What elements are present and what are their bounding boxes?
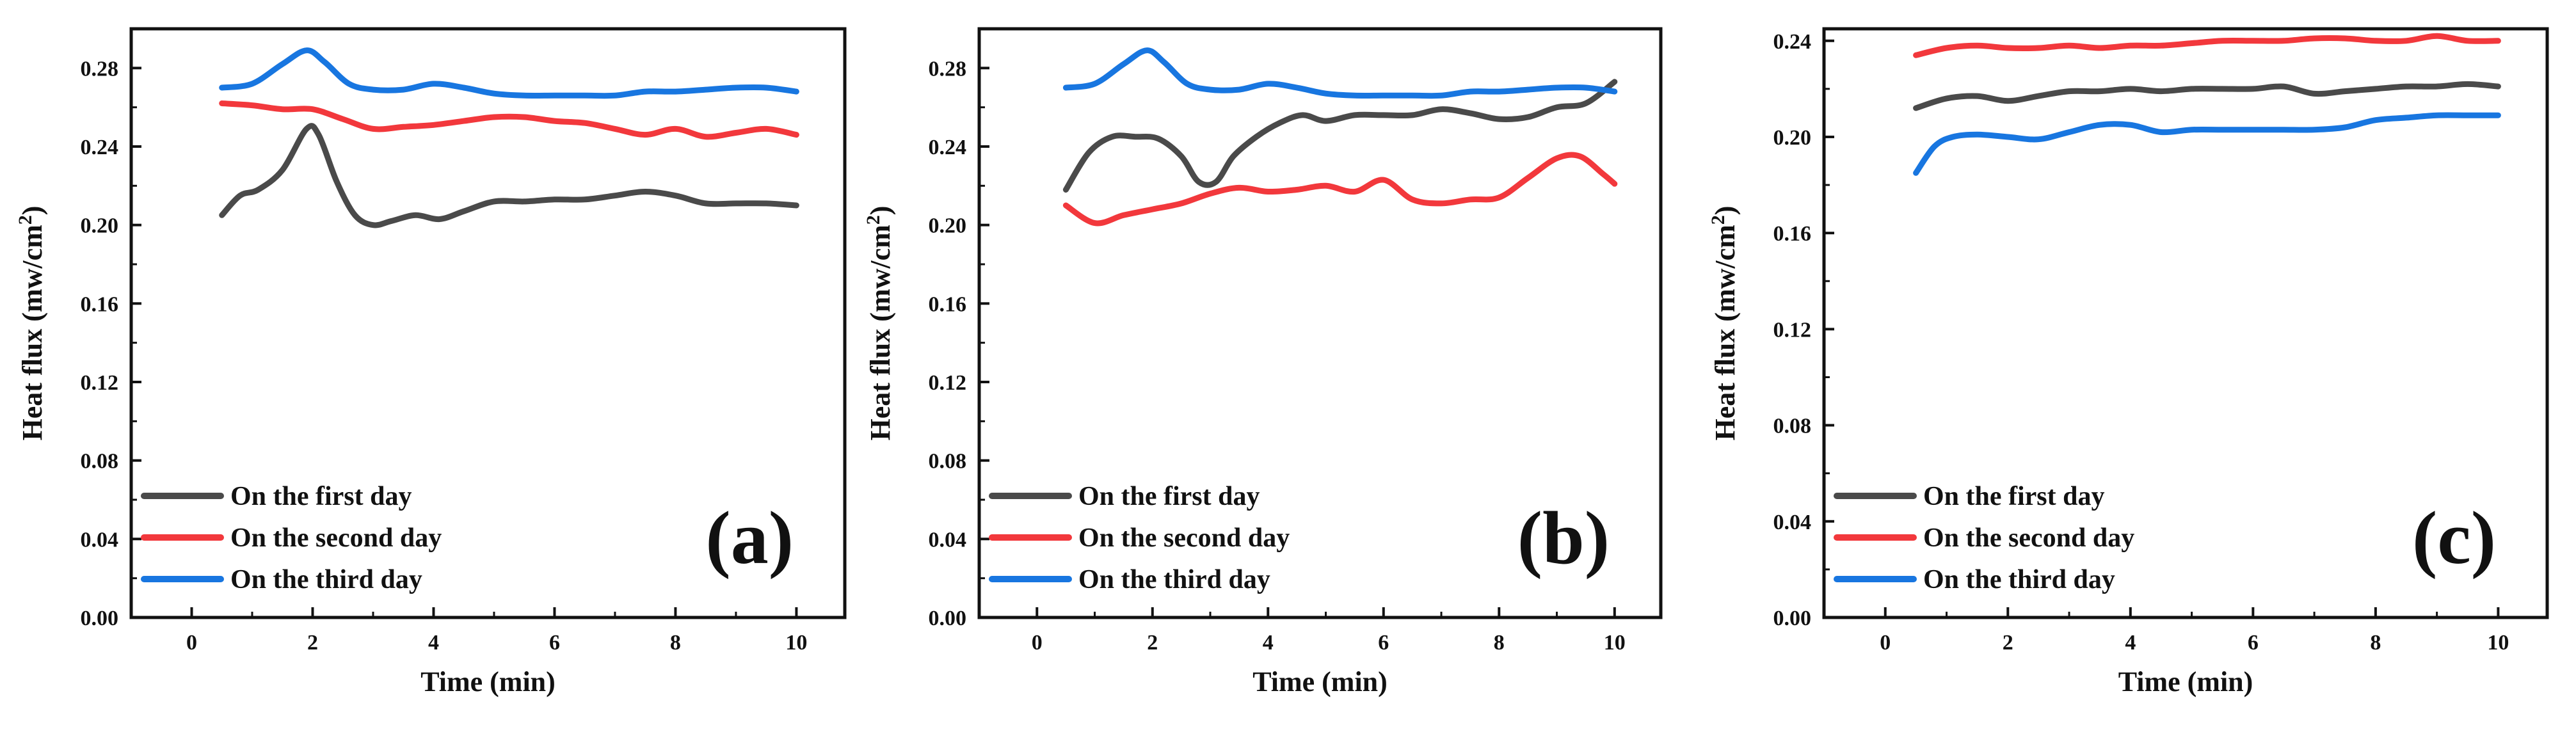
y-tick-label: 0.00	[81, 607, 119, 630]
y-axis-title-sup: 2	[863, 215, 884, 225]
panel-label: (c)	[2412, 496, 2496, 580]
x-tick-label: 10	[785, 631, 807, 655]
y-tick-label: 0.20	[929, 214, 967, 238]
y-tick-label: 0.28	[81, 57, 119, 81]
y-axis-title-main: Heat flux (mw/cm	[1709, 225, 1741, 440]
x-axis-title: Time (min)	[2118, 666, 2253, 697]
y-tick-label: 0.00	[929, 607, 967, 630]
x-tick-label: 0	[1880, 631, 1891, 655]
plot-frame	[129, 27, 847, 619]
legend-label: On the first day	[1078, 482, 1260, 511]
x-tick-label: 10	[1604, 631, 1626, 655]
x-tick-label: 0	[1032, 631, 1043, 655]
y-tick-label: 0.12	[81, 371, 119, 395]
x-tick-label: 6	[2248, 631, 2259, 655]
x-tick-label: 0	[186, 631, 197, 655]
legend-label: On the second day	[230, 523, 442, 553]
legend: On the first day On the second day On the …	[989, 482, 1290, 594]
y-tick-label: 0.16	[1773, 222, 1812, 246]
plot-frame	[977, 27, 1663, 619]
x-tick-label: 8	[2370, 631, 2381, 655]
series-line-3	[1913, 112, 2501, 176]
legend-label: On the first day	[1923, 482, 2105, 511]
chart-panel-a: 0 2 4 6 8 10 0.00 0.04 0.08 0.12 0.16 0.20 0.24 0.28 T…	[15, 27, 847, 697]
y-tick-label: 0.04	[1773, 511, 1812, 534]
series-line-1	[219, 123, 799, 228]
panel-label: (b)	[1517, 496, 1610, 580]
series-line-1	[1062, 79, 1618, 193]
y-tick-label: 0.00	[1773, 607, 1812, 630]
y-tick-label: 0.16	[929, 292, 967, 316]
y-axis-title: Heat flux (mw/cm2)	[863, 206, 896, 441]
x-tick-label: 6	[549, 631, 560, 655]
y-tick-label: 0.12	[929, 371, 967, 395]
y-tick-label: 0.16	[81, 292, 119, 316]
x-tick-label: 4	[428, 631, 439, 655]
y-tick-label: 0.08	[1773, 415, 1812, 438]
x-tick-label: 4	[1263, 631, 1274, 655]
x-tick-label: 8	[670, 631, 681, 655]
series-line-3	[1062, 47, 1618, 99]
plot-frame	[1822, 27, 2549, 619]
y-axis-title-main: Heat flux (mw/cm	[865, 225, 896, 440]
x-tick-label: 8	[1494, 631, 1505, 655]
chart-panel-c: 0 2 4 6 8 10 0.00 0.04 0.08 0.12 0.16 0.20 0.24 Time …	[1708, 27, 2549, 697]
legend-label: On the first day	[230, 482, 412, 511]
legend: On the first day On the second day On the …	[1834, 482, 2134, 594]
y-axis-title-main: Heat flux (mw/cm	[17, 225, 48, 440]
y-axis-title-end: )	[17, 206, 48, 216]
series-group	[1062, 47, 1618, 227]
series-line-2	[1062, 152, 1618, 227]
legend-label: On the third day	[230, 565, 422, 594]
chart-panel-b: 0 2 4 6 8 10 0.00 0.04 0.08 0.12 0.16 0.20 0.24 0.28 T…	[863, 27, 1663, 697]
x-tick-label: 6	[1378, 631, 1389, 655]
legend-label: On the third day	[1923, 565, 2115, 594]
x-tick-label: 2	[307, 631, 318, 655]
y-tick-label: 0.08	[929, 450, 967, 473]
series-group	[219, 47, 799, 228]
y-axis-title-end: )	[1709, 206, 1741, 216]
legend: On the first day On the second day On the …	[141, 482, 442, 594]
x-tick-label: 2	[1147, 631, 1158, 655]
y-tick-label: 0.24	[1773, 30, 1812, 54]
series-line-2	[219, 100, 799, 140]
x-axis-title: Time (min)	[420, 666, 556, 697]
series-line-3	[219, 47, 799, 99]
x-tick-label: 10	[2487, 631, 2509, 655]
y-axis-title-sup: 2	[1708, 215, 1729, 225]
y-tick-label: 0.24	[929, 136, 967, 159]
y-tick-label: 0.28	[929, 57, 967, 81]
y-axis-title: Heat flux (mw/cm2)	[1708, 206, 1741, 441]
legend-label: On the third day	[1078, 565, 1270, 594]
panel-label: (a)	[705, 496, 794, 580]
y-tick-label: 0.04	[81, 528, 119, 552]
legend-label: On the second day	[1078, 523, 1290, 553]
y-axis-title-end: )	[865, 206, 896, 216]
series-line-2	[1913, 33, 2501, 58]
y-tick-label: 0.12	[1773, 318, 1812, 342]
y-tick-label: 0.08	[81, 450, 119, 473]
series-line-1	[1913, 81, 2501, 111]
legend-label: On the second day	[1923, 523, 2134, 553]
y-tick-label: 0.04	[929, 528, 967, 552]
x-tick-label: 4	[2125, 631, 2136, 655]
x-axis-title: Time (min)	[1252, 666, 1388, 697]
y-tick-label: 0.20	[81, 214, 119, 238]
y-axis-title: Heat flux (mw/cm2)	[15, 206, 48, 441]
y-tick-label: 0.20	[1773, 126, 1812, 150]
series-group	[1913, 33, 2501, 176]
x-tick-label: 2	[2003, 631, 2013, 655]
y-axis-title-sup: 2	[15, 215, 36, 225]
y-tick-label: 0.24	[81, 136, 119, 159]
